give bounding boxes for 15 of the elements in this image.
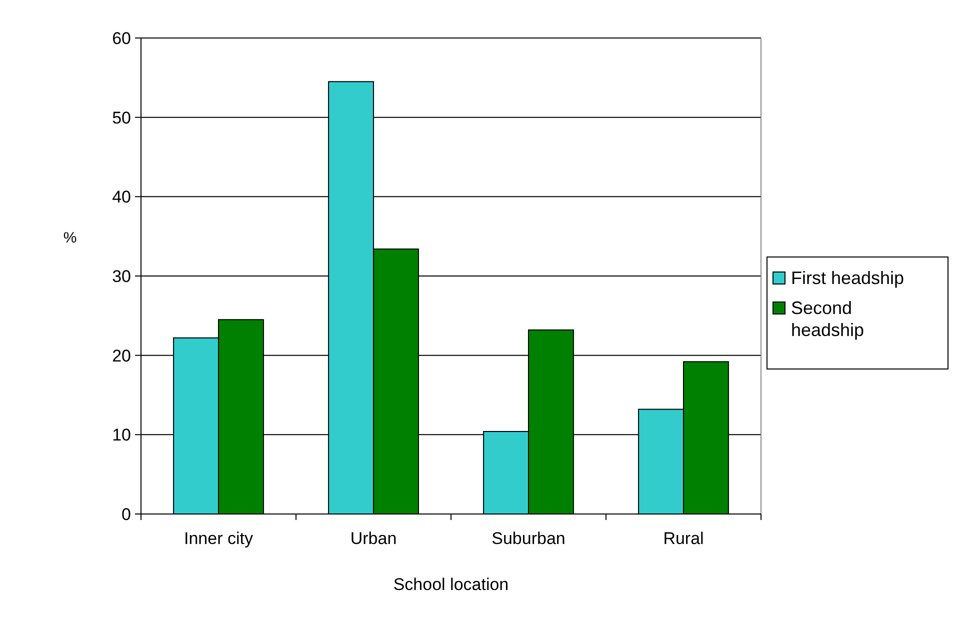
y-tick-label: 10 bbox=[112, 426, 131, 445]
x-axis-title: School location bbox=[393, 575, 509, 594]
x-tick-label: Rural bbox=[663, 529, 704, 548]
y-tick-label: 60 bbox=[112, 28, 131, 48]
y-tick-label: 20 bbox=[112, 346, 131, 366]
y-tick-label: 30 bbox=[112, 266, 131, 286]
legend-label: Second headship bbox=[791, 298, 864, 340]
y-tick-label: 40 bbox=[112, 188, 131, 207]
x-tick-label: Inner city bbox=[184, 529, 254, 548]
x-tick-label: Suburban bbox=[492, 529, 566, 548]
y-tick-label: 0 bbox=[122, 504, 131, 524]
legend-label: First headship bbox=[791, 268, 904, 288]
y-axis-title: % bbox=[63, 230, 77, 247]
x-tick-label: Urban bbox=[350, 529, 397, 548]
y-tick-label: 50 bbox=[112, 108, 131, 128]
